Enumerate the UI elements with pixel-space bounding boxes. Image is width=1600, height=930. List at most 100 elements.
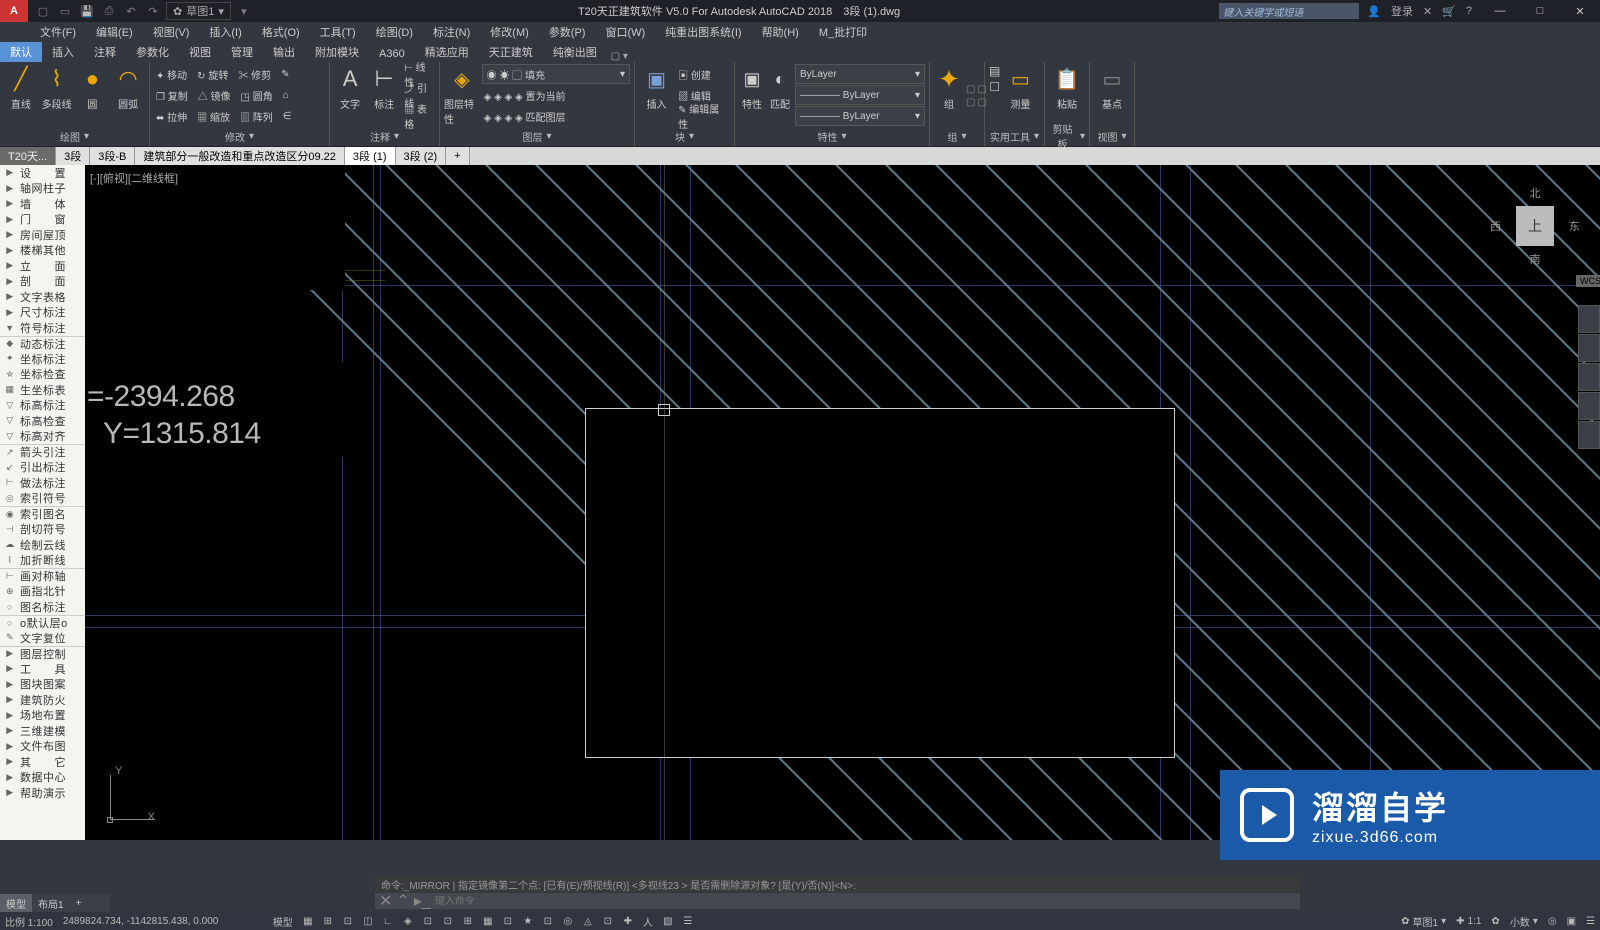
maximize-button[interactable]: □ — [1520, 0, 1560, 22]
status-toggle-16[interactable]: ✚ — [618, 912, 638, 930]
status-search-icon[interactable]: ◎ — [1543, 912, 1562, 930]
status-customize-icon[interactable]: ☰ — [1581, 912, 1600, 930]
status-workspace[interactable]: ✿ 草图1 ▾ — [1396, 912, 1451, 930]
file-tab-0[interactable]: T20天... — [0, 147, 56, 165]
draw-圆[interactable]: ●圆 — [76, 64, 110, 128]
props-匹配[interactable]: ◐匹配 — [767, 64, 793, 128]
status-toggle-0[interactable]: ▦ — [298, 912, 318, 930]
menu-item-1[interactable]: 编辑(E) — [86, 24, 143, 40]
sidebar-item-33[interactable]: ▶图块图案 — [0, 677, 85, 693]
sidebar-item-13[interactable]: ✮坐标检查 — [0, 367, 85, 383]
sidebar-item-21[interactable]: ◎索引符号 — [0, 491, 85, 507]
util-icon[interactable]: ☐ — [989, 80, 1000, 94]
modify-btn[interactable]: ◳ 圆角 — [239, 85, 275, 105]
nav-wheel-icon[interactable] — [1578, 334, 1600, 362]
modify-btn[interactable]: ∈ — [281, 106, 294, 126]
minimize-button[interactable]: — — [1480, 0, 1520, 22]
status-toggle-14[interactable]: ◬ — [578, 912, 598, 930]
sidebar-item-18[interactable]: ↗箭头引注 — [0, 444, 85, 460]
file-tab-2[interactable]: 3段-B — [90, 147, 135, 165]
block-row[interactable]: ✎ 编辑属性 — [676, 106, 730, 126]
sidebar-item-2[interactable]: ▶墙 体 — [0, 196, 85, 212]
draw-直线[interactable]: ╱直线 — [4, 64, 38, 128]
command-line[interactable]: ✕ ⌃ ▸_ — [375, 893, 1300, 909]
sidebar-item-6[interactable]: ▶立 面 — [0, 258, 85, 274]
status-toggle-11[interactable]: ★ — [518, 912, 538, 930]
ribbon-tab-4[interactable]: 视图 — [179, 42, 221, 62]
ribbon-tab-3[interactable]: 参数化 — [126, 42, 179, 62]
menu-item-13[interactable]: M_批打印 — [809, 24, 877, 40]
model-tab-add[interactable]: + — [70, 894, 88, 912]
cmd-close-icon[interactable]: ✕ — [379, 891, 392, 911]
ribbon-tab-1[interactable]: 插入 — [42, 42, 84, 62]
sidebar-item-11[interactable]: ◆动态标注 — [0, 336, 85, 352]
file-tab-1[interactable]: 3段 — [56, 147, 90, 165]
sidebar-item-37[interactable]: ▶文件布图 — [0, 739, 85, 755]
measure-button[interactable]: ▭测量 — [1002, 64, 1038, 128]
draw-圆弧[interactable]: ◠圆弧 — [111, 64, 145, 128]
sidebar-item-3[interactable]: ▶门 窗 — [0, 212, 85, 228]
modify-btn[interactable]: ✎ — [279, 64, 291, 84]
status-toggle-1[interactable]: ⊞ — [318, 912, 338, 930]
ucs-icon[interactable]: Y X — [100, 770, 150, 820]
nav-north[interactable]: 北 — [1490, 185, 1580, 201]
ribbon-tab-6[interactable]: 输出 — [263, 42, 305, 62]
file-tab-4[interactable]: 3段 (1) — [345, 147, 396, 165]
sidebar-item-27[interactable]: ⊕画指北针 — [0, 584, 85, 600]
ribbon-tab-7[interactable]: 附加模块 — [305, 42, 369, 62]
sidebar-item-28[interactable]: ○图名标注 — [0, 599, 85, 615]
menu-item-5[interactable]: 工具(T) — [310, 24, 366, 40]
qat-workspace-dropdown[interactable]: ✿ 草图1 ▾ — [166, 2, 231, 20]
sidebar-item-7[interactable]: ▶剖 面 — [0, 274, 85, 290]
basepoint-button[interactable]: ▭基点 — [1094, 64, 1130, 128]
sidebar-item-14[interactable]: ▦生坐标表 — [0, 382, 85, 398]
paste-button[interactable]: 📋粘贴 — [1049, 64, 1085, 128]
qat-save-icon[interactable]: 💾 — [78, 2, 96, 20]
modify-btn[interactable]: ⬌ 拉伸 — [154, 106, 189, 126]
exchange-icon[interactable]: ✕ — [1423, 5, 1432, 18]
status-toggle-12[interactable]: ⊡ — [538, 912, 558, 930]
sidebar-item-9[interactable]: ▶尺寸标注 — [0, 305, 85, 321]
sidebar-item-40[interactable]: ▶帮助演示 — [0, 785, 85, 801]
nav-south[interactable]: 南 — [1490, 251, 1580, 267]
status-toggle-3[interactable]: ◫ — [358, 912, 378, 930]
status-toggle-10[interactable]: ⊡ — [498, 912, 518, 930]
status-units[interactable]: 小数 ▾ — [1505, 912, 1543, 930]
sidebar-item-1[interactable]: ▶轴网柱子 — [0, 181, 85, 197]
login-icon[interactable]: 👤 — [1367, 5, 1381, 18]
status-toggle-6[interactable]: ⊡ — [418, 912, 438, 930]
sidebar-item-17[interactable]: ▽标高对齐 — [0, 429, 85, 445]
nav-top[interactable]: 上 — [1516, 206, 1554, 246]
qat-redo-icon[interactable]: ↷ — [144, 2, 162, 20]
status-toggle-13[interactable]: ◎ — [558, 912, 578, 930]
model-tab-0[interactable]: 模型 — [0, 894, 32, 912]
layer-properties-button[interactable]: ◈图层特性 — [444, 64, 480, 128]
qat-new-icon[interactable]: ▢ — [34, 2, 52, 20]
sidebar-item-39[interactable]: ▶数据中心 — [0, 770, 85, 786]
sidebar-item-4[interactable]: ▶房间屋顶 — [0, 227, 85, 243]
util-icon[interactable]: ▤ — [989, 64, 1000, 78]
sidebar-item-15[interactable]: ▽标高标注 — [0, 398, 85, 414]
layer-row[interactable]: ◈ ◈ ◈ ◈ 置为当前 — [482, 85, 630, 105]
anno-文字[interactable]: A文字 — [334, 64, 366, 128]
menu-item-4[interactable]: 格式(O) — [252, 24, 310, 40]
modify-btn[interactable]: ↻ 旋转 — [195, 64, 230, 84]
modify-btn[interactable]: ❐ 复制 — [154, 85, 190, 105]
layer-row[interactable]: ◈ ◈ ◈ ◈ 匹配图层 — [482, 106, 630, 126]
status-model[interactable]: 模型 — [268, 912, 298, 930]
model-tab-1[interactable]: 布局1 — [32, 894, 70, 912]
qat-undo-icon[interactable]: ↶ — [122, 2, 140, 20]
ribbon-tab-11[interactable]: 纯衡出图 — [543, 42, 607, 62]
sidebar-item-0[interactable]: ▶设 置 — [0, 165, 85, 181]
view-label[interactable]: [-][俯视][二维线框] — [90, 170, 178, 186]
help-icon[interactable]: ? — [1466, 5, 1472, 17]
ribbon-tab-10[interactable]: 天正建筑 — [479, 42, 543, 62]
sidebar-item-32[interactable]: ▶工 具 — [0, 661, 85, 677]
sidebar-item-38[interactable]: ▶其 它 — [0, 754, 85, 770]
modify-btn[interactable]: ▦ 缩放 — [195, 106, 232, 126]
draw-多段线[interactable]: ⌇多段线 — [40, 64, 74, 128]
menu-item-2[interactable]: 视图(V) — [143, 24, 200, 40]
modify-btn[interactable]: △ 镜像 — [196, 85, 233, 105]
status-toggle-18[interactable]: ▧ — [658, 912, 678, 930]
block-insert-button[interactable]: ▣插入 — [639, 64, 674, 128]
